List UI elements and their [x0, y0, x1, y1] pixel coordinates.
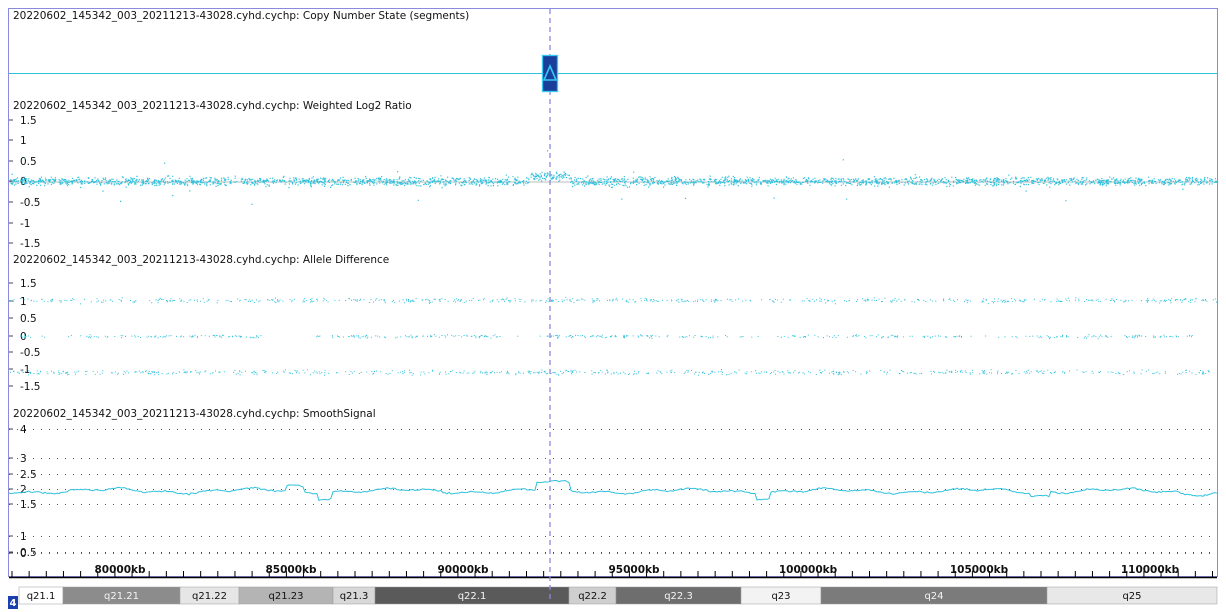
cytoband-label: q22.1 — [458, 591, 487, 602]
smooth-axis-tick-label: 2 — [20, 484, 27, 496]
allele-difference-track: 20220602_145342_003_20211213-43028.cyhd.… — [9, 254, 1217, 393]
cytoband-q25[interactable]: q25 — [1046, 586, 1218, 605]
smooth-axis-tick-label: 2.5 — [20, 469, 37, 481]
smooth-axis-tick-label: 0.5 — [20, 547, 37, 559]
log2-axis-tick-label: 1 — [20, 135, 27, 147]
allele-axis-tick-label: 0 — [20, 331, 27, 343]
cytoband-q21.1[interactable]: q21.1 — [18, 586, 64, 605]
smooth-axis-tick-label: 0 — [20, 548, 27, 560]
allele-difference-axis: 1.5 1 0.5 0 -0.5 -1 -1.5 — [9, 278, 41, 393]
cytoband-label: q22.2 — [578, 591, 607, 602]
allele-axis-tick-label: 0.5 — [20, 313, 37, 325]
cytoband-q21.23[interactable]: q21.23 — [238, 586, 334, 605]
log2-axis-tick-label: -1.5 — [20, 238, 41, 250]
ruler-ticks — [11, 571, 1213, 577]
log2-axis-tick-label: -1 — [20, 218, 30, 230]
ruler-label-95000kb: 95000kb — [608, 564, 660, 576]
cytoband-label: q21.3 — [340, 591, 369, 602]
ruler-label-90000kb: 90000kb — [437, 564, 489, 576]
allele-axis-tick-label: -1.5 — [20, 381, 41, 393]
smooth-signal-track: 20220602_145342_003_20211213-43028.cyhd.… — [8, 408, 1218, 560]
allele-axis-tick-label: -0.5 — [20, 347, 41, 359]
smooth-axis-tick-label: 1.5 — [20, 499, 37, 511]
cytoband-label: q25 — [1122, 591, 1141, 602]
cytoband-q23[interactable]: q23 — [740, 586, 822, 605]
position-ruler: 80000kb 85000kb 90000kb 95000kb 100000kb… — [9, 564, 1217, 579]
cn-state-track: 20220602_145342_003_20211213-43028.cyhd.… — [9, 10, 1217, 74]
smooth-axis-tick-label: 1 — [20, 531, 27, 543]
ruler-label-105000kb: 105000kb — [950, 564, 1009, 576]
cytoband-label: q23 — [771, 591, 790, 602]
allele-axis-tick-label: 1.5 — [20, 278, 37, 290]
smooth-signal-track-title: 20220602_145342_003_20211213-43028.cyhd.… — [13, 408, 376, 420]
ruler-label-80000kb: 80000kb — [94, 564, 146, 576]
cytoband-row: q21.1 q21.21 q21.22 q21.23 q21.3 q22.1 q22.2 q2… — [18, 586, 1218, 605]
cytoband-label: q22.3 — [664, 591, 693, 602]
ruler-label-100000kb: 100000kb — [779, 564, 838, 576]
triangle-up-icon — [542, 63, 558, 81]
cytoband-label: q21.1 — [27, 591, 56, 602]
log2-axis-tick-label: 0.5 — [20, 156, 37, 168]
tracks-frame — [8, 8, 1218, 577]
log2-axis-tick-label: 1.5 — [20, 115, 37, 127]
smooth-axis-tick-label: 3 — [20, 453, 27, 465]
allele-axis-tick-label: -1 — [20, 364, 30, 376]
cytoband-label: q21.23 — [269, 591, 304, 602]
log2-ratio-track: 20220602_145342_003_20211213-43028.cyhd.… — [9, 100, 1218, 250]
cytoband-q21.21[interactable]: q21.21 — [62, 586, 181, 605]
chromosome-ideogram[interactable]: q21.1 q21.21 q21.22 q21.23 q21.3 q22.1 q22.2 q2… — [8, 586, 1218, 609]
cn-state-track-title: 20220602_145342_003_20211213-43028.cyhd.… — [13, 10, 469, 22]
log2-axis-tick-label: -0.5 — [20, 197, 41, 209]
cytoband-q21.3[interactable]: q21.3 — [332, 586, 376, 605]
allele-axis-tick-label: 1 — [20, 296, 27, 308]
smooth-signal-axis: 4 3 2.5 2 1.5 1 0.50 — [9, 424, 1217, 560]
cytoband-q22.2[interactable]: q22.2 — [568, 586, 617, 605]
cytoband-label: q21.22 — [192, 591, 227, 602]
allele-difference-track-title: 20220602_145342_003_20211213-43028.cyhd.… — [13, 254, 389, 266]
smooth-signal-line — [8, 479, 1218, 502]
cytoband-label: q24 — [924, 591, 943, 602]
cn-state-marker[interactable] — [541, 54, 559, 93]
cytoband-q22.3[interactable]: q22.3 — [615, 586, 742, 605]
chromosome-number-badge — [8, 596, 18, 609]
cytoband-q21.22[interactable]: q21.22 — [179, 586, 240, 605]
ruler-label-85000kb: 85000kb — [265, 564, 317, 576]
chromosome-number-label: 4 — [10, 598, 17, 609]
cytoband-q22.1[interactable]: q22.1 — [374, 586, 570, 605]
ruler-label-110000kb: 110000kb — [1121, 564, 1180, 576]
cytoband-q24[interactable]: q24 — [820, 586, 1048, 605]
log2-ratio-axis: 1.510.50-0.5-1-1.5 — [9, 115, 41, 250]
smooth-axis-tick-label: 4 — [20, 424, 27, 436]
log2-ratio-track-title: 20220602_145342_003_20211213-43028.cyhd.… — [13, 100, 412, 112]
cytoband-label: q21.21 — [104, 591, 139, 602]
